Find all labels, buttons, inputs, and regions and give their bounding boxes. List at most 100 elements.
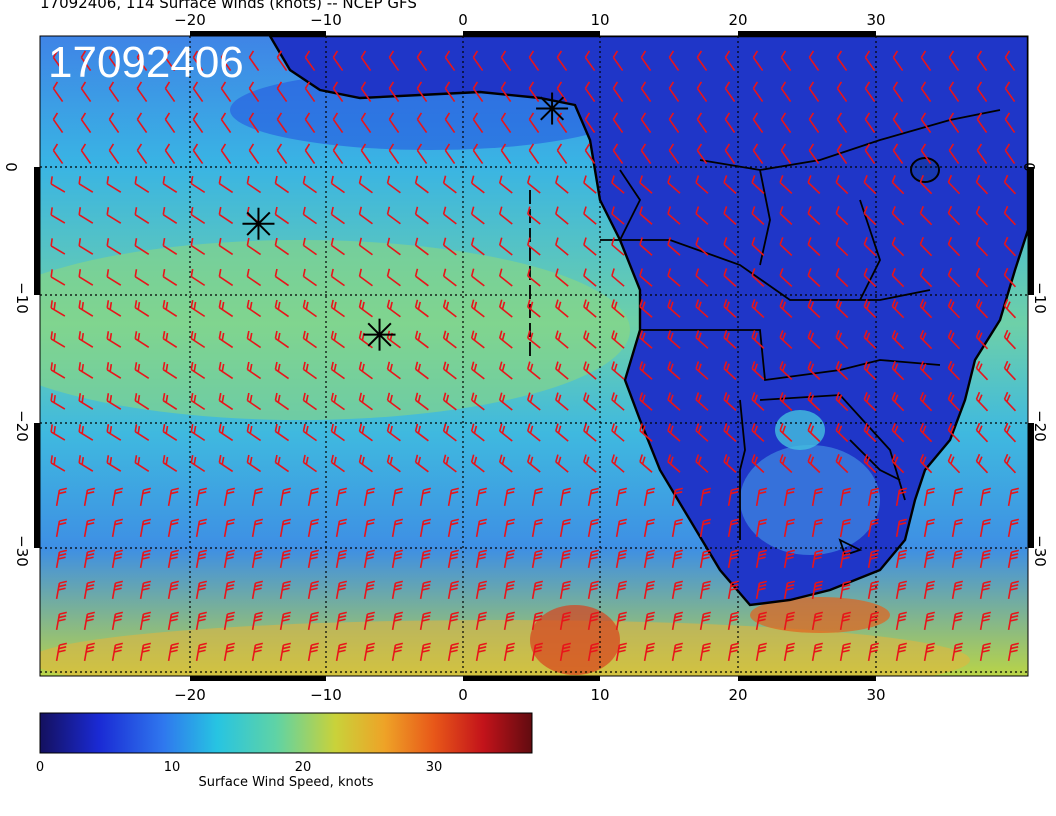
wind-barb (755, 611, 767, 631)
wind-barb (555, 237, 569, 256)
wind-barb (136, 81, 148, 103)
wind-barb (696, 50, 708, 72)
wind-barb (751, 299, 765, 319)
wind-barb (779, 175, 793, 195)
wind-barb (947, 205, 961, 226)
wind-barb (498, 361, 513, 380)
wind-barb (192, 81, 204, 103)
wind-barb (751, 361, 765, 381)
wind-barb (695, 299, 709, 318)
wind-barb (218, 330, 234, 349)
wind-barb (78, 362, 94, 379)
wind-barb (192, 112, 204, 134)
wind-barb (190, 423, 206, 442)
wind-barb (419, 518, 431, 538)
wind-barb (50, 238, 66, 255)
wind-barb (1003, 453, 1017, 474)
wind-barb (78, 331, 94, 348)
wind-barb (55, 518, 67, 538)
wind-barb (106, 207, 122, 224)
wind-barb (363, 642, 375, 662)
wind-barb (947, 329, 961, 350)
wind-barb (891, 360, 905, 381)
wind-barb (167, 487, 179, 507)
wind-barb (640, 81, 652, 103)
figure-title: 17092406, 114 Surface winds (knots) -- N… (40, 0, 417, 12)
wind-barb (808, 81, 820, 103)
wind-barb (947, 267, 961, 288)
wind-barb (615, 487, 627, 507)
wind-barb (751, 330, 765, 350)
wind-barb (218, 237, 234, 256)
wind-barb (836, 112, 848, 134)
top-tick-label: 0 (458, 11, 468, 29)
wind-barb (863, 237, 877, 257)
right-tick-label: −30 (1030, 535, 1049, 567)
wind-barb (947, 298, 961, 319)
wind-barb (134, 238, 150, 255)
wind-barb (50, 269, 66, 286)
wind-barb (55, 611, 67, 631)
wind-barb (667, 237, 681, 256)
wind-barb (699, 642, 711, 662)
wind-barb (1003, 298, 1017, 319)
wind-barb (979, 580, 991, 600)
wind-barb (751, 206, 765, 226)
wind-barb (863, 361, 877, 381)
wind-barb (246, 454, 262, 473)
wind-barb (218, 392, 234, 411)
wind-barb (223, 580, 235, 600)
wind-barb (111, 642, 123, 662)
wind-barb (470, 237, 485, 256)
wind-barb (447, 580, 459, 600)
wind-barb (391, 487, 403, 507)
wind-barb (779, 330, 793, 350)
wind-barb (302, 268, 318, 287)
wind-barb (867, 580, 879, 600)
wind-barb (895, 580, 907, 600)
wind-barb (667, 392, 681, 411)
wind-barb (527, 237, 541, 256)
wind-barb (190, 330, 206, 349)
wind-barb (416, 143, 428, 165)
wind-barb (498, 237, 513, 256)
wind-barb (223, 487, 235, 507)
wind-barb (472, 112, 484, 134)
colorbar-title: Surface Wind Speed, knots (198, 775, 374, 790)
wind-barb (80, 143, 92, 165)
wind-barb (444, 112, 456, 134)
wind-barb (391, 518, 403, 538)
wind-barb (274, 175, 290, 194)
wind-barb (475, 580, 487, 600)
wind-barb (52, 143, 64, 165)
wind-barb (330, 423, 345, 442)
wind-barb (220, 81, 232, 103)
wind-barb (470, 175, 485, 194)
wind-barb (835, 330, 849, 350)
wind-barb (386, 392, 401, 411)
wind-barb (559, 487, 571, 507)
right-tick-label: −10 (1030, 282, 1049, 314)
wind-barb (583, 268, 597, 287)
wind-barb (108, 81, 120, 103)
wind-barb (307, 642, 319, 662)
wind-barb (531, 487, 543, 507)
wind-barb (783, 487, 795, 507)
wind-barb (892, 112, 904, 134)
wind-barb (503, 549, 515, 569)
wind-barb (190, 361, 206, 380)
wind-barb (695, 206, 709, 225)
wind-barb (639, 206, 653, 225)
wind-barb (335, 611, 347, 631)
wind-barb (891, 391, 905, 412)
top-tick-label: 30 (866, 11, 886, 29)
wind-barb (302, 454, 318, 473)
wind-barb (695, 330, 709, 349)
wind-barb (531, 518, 543, 538)
wind-barb (951, 487, 963, 507)
wind-barb (808, 143, 820, 165)
wind-barb (279, 611, 291, 631)
wind-barb (442, 299, 457, 318)
wind-barb (752, 81, 764, 103)
wind-barb (923, 518, 935, 538)
